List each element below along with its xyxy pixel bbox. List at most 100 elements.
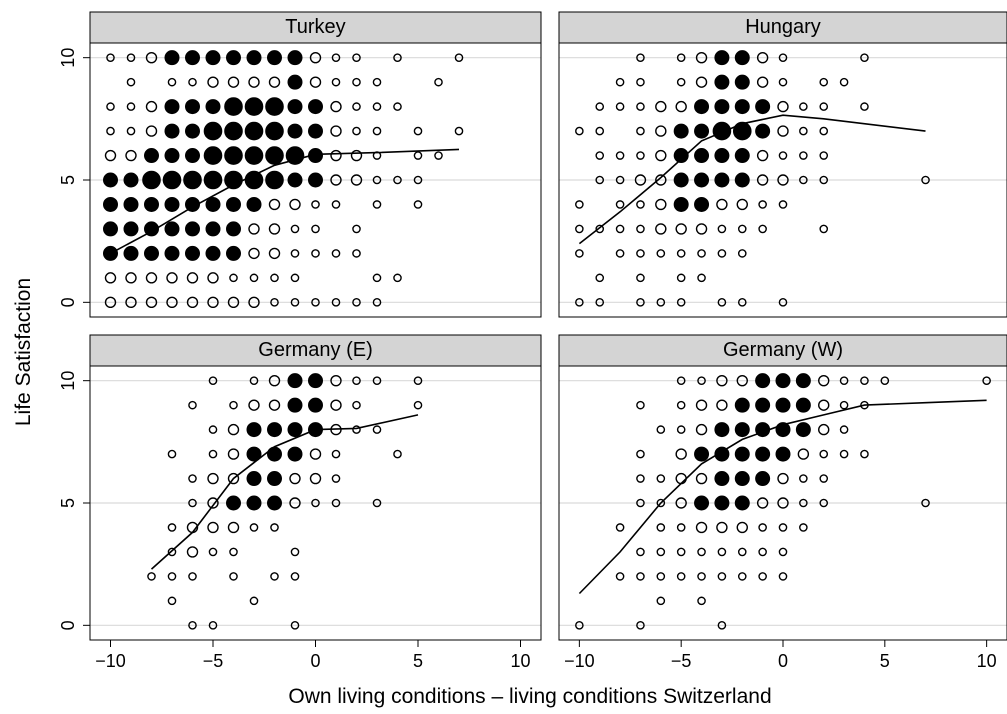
data-point	[352, 249, 361, 258]
data-point	[755, 446, 771, 462]
data-point	[184, 221, 200, 237]
data-point	[248, 247, 260, 260]
panel-germany-e: Germany (E)	[89, 334, 542, 641]
data-point	[636, 298, 645, 307]
data-point	[656, 523, 666, 532]
data-point	[229, 572, 238, 581]
data-point	[712, 121, 732, 141]
data-point	[860, 53, 869, 62]
data-point	[225, 495, 241, 511]
data-point	[143, 148, 159, 164]
data-point	[819, 498, 829, 508]
data-point	[393, 175, 402, 185]
data-point	[229, 400, 238, 410]
data-point	[819, 77, 829, 87]
data-point	[205, 50, 221, 66]
data-point	[756, 76, 769, 88]
data-point	[734, 471, 750, 487]
data-point	[819, 151, 829, 160]
data-point	[227, 472, 240, 485]
data-point	[880, 376, 890, 385]
data-point	[268, 374, 281, 387]
data-point	[164, 99, 180, 115]
data-point	[104, 272, 117, 284]
x-tick-label: 10	[510, 651, 530, 671]
data-point	[184, 148, 200, 164]
data-point	[636, 547, 645, 557]
data-point	[636, 77, 645, 87]
data-point	[126, 102, 136, 111]
data-point	[248, 296, 260, 309]
data-point	[673, 123, 689, 139]
data-point	[413, 175, 423, 185]
panel-turkey: Turkey	[89, 11, 542, 318]
data-point	[795, 397, 811, 413]
data-point	[777, 472, 789, 485]
data-point	[164, 196, 180, 212]
data-point	[615, 523, 625, 532]
data-point	[244, 146, 264, 165]
data-point	[372, 498, 382, 508]
data-point	[714, 50, 730, 66]
data-point	[575, 298, 584, 307]
data-point	[203, 146, 223, 165]
data-point	[434, 151, 443, 160]
data-point	[145, 125, 158, 137]
y-tick-label: 0	[58, 297, 78, 307]
points-turkey	[102, 50, 464, 309]
data-point	[205, 99, 221, 115]
data-point	[655, 100, 667, 113]
data-point	[734, 148, 750, 164]
data-point	[188, 400, 197, 410]
data-point	[287, 422, 303, 438]
data-point	[778, 200, 788, 209]
trend-line-hungary	[578, 114, 926, 245]
data-point	[575, 126, 584, 136]
data-point	[737, 572, 747, 581]
data-point	[311, 498, 320, 508]
data-point	[758, 572, 767, 581]
y-tick-label: 0	[58, 620, 78, 630]
data-point	[208, 449, 218, 459]
data-point	[676, 376, 686, 385]
x-tick-label: −10	[95, 651, 126, 671]
data-point	[330, 399, 342, 411]
data-point	[290, 298, 300, 307]
data-point	[290, 224, 300, 234]
data-point	[188, 621, 197, 630]
data-point	[775, 373, 791, 389]
panels: Turkey Hungary Germany (E) Germany (W)	[89, 11, 1007, 641]
data-point	[372, 273, 382, 283]
data-point	[267, 50, 283, 66]
data-point	[636, 102, 645, 111]
data-point	[454, 126, 464, 136]
data-point	[267, 446, 283, 462]
data-point	[331, 53, 341, 62]
data-point	[330, 174, 342, 186]
data-point	[413, 151, 423, 160]
data-point	[819, 175, 829, 185]
data-point	[716, 521, 728, 534]
data-point	[676, 547, 686, 557]
data-point	[860, 102, 869, 111]
plot-frame-hungary	[558, 42, 1007, 318]
data-point	[758, 523, 767, 532]
data-point	[656, 249, 666, 258]
data-point	[799, 523, 808, 532]
data-point	[330, 125, 342, 137]
data-point	[434, 77, 443, 87]
data-point	[734, 422, 750, 438]
data-point	[656, 572, 666, 581]
data-point	[330, 149, 342, 162]
data-point	[716, 399, 728, 411]
data-point	[145, 272, 158, 284]
data-point	[575, 200, 584, 209]
data-point	[268, 399, 281, 411]
data-point	[734, 397, 750, 413]
data-point	[167, 572, 177, 581]
data-point	[167, 449, 177, 459]
data-point	[393, 53, 402, 62]
data-point	[265, 170, 284, 190]
x-tick-label: −10	[564, 651, 595, 671]
data-point	[188, 77, 197, 87]
